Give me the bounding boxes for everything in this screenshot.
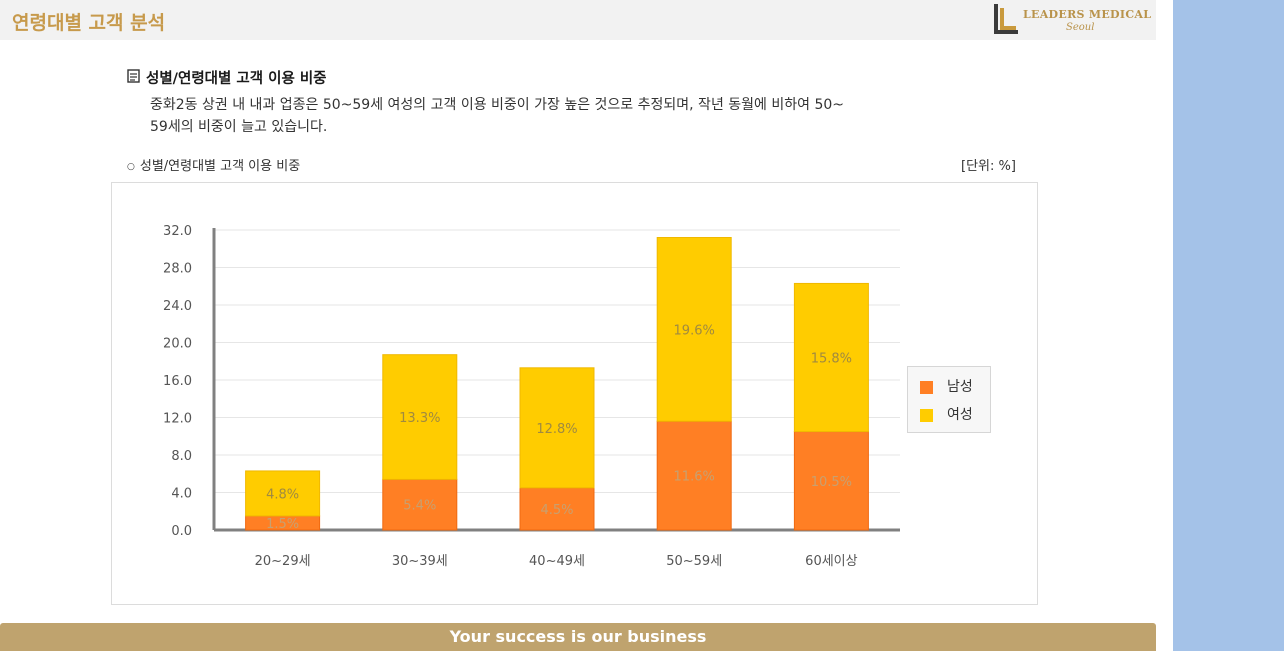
- data-label: 13.3%: [399, 411, 440, 426]
- unit-label: [단위: %]: [961, 159, 1016, 174]
- data-label: 5.4%: [403, 499, 436, 514]
- legend-item-female: 여성: [920, 404, 973, 424]
- header-bar: 연령대별 고객 분석 LEADERS MEDICAL Seoul: [0, 0, 1156, 40]
- bar-segment: [382, 478, 458, 531]
- page-title: 연령대별 고객 분석: [12, 12, 166, 34]
- y-tick-label: 16.0: [163, 374, 192, 389]
- x-tick-label: 40~49세: [529, 554, 585, 569]
- footer-slogan: Your success is our business: [449, 627, 707, 646]
- summary-line-1: 중화2동 상권 내 내과 업종은 50~59세 여성의 고객 이용 비중이 가장…: [150, 97, 844, 113]
- bullet-icon: ○: [127, 162, 135, 172]
- bar-segment: [519, 367, 595, 489]
- bar-segment: [245, 470, 321, 517]
- bar-segment: [793, 282, 869, 433]
- data-label: 1.5%: [266, 517, 299, 532]
- x-tick-label: 30~39세: [392, 554, 448, 569]
- data-label: 10.5%: [811, 475, 852, 490]
- chart-legend: 남성 여성: [907, 366, 991, 433]
- chart-caption-text: 성별/연령대별 고객 이용 비중: [139, 159, 301, 174]
- bar-segment: [382, 354, 458, 480]
- legend-label-male: 남성: [947, 379, 973, 395]
- side-panel: [1173, 0, 1284, 651]
- legend-label-female: 여성: [947, 407, 973, 423]
- logo-text: LEADERS MEDICAL: [1023, 8, 1152, 21]
- y-tick-label: 28.0: [163, 262, 192, 277]
- legend-swatch-female: [920, 408, 933, 422]
- bar-segment: [656, 420, 732, 531]
- legend-swatch-male: [920, 380, 933, 394]
- section-heading: 성별/연령대별 고객 이용 비중: [127, 67, 327, 88]
- legend-item-male: 남성: [920, 376, 973, 396]
- data-label: 12.8%: [536, 422, 577, 437]
- data-label: 4.8%: [266, 487, 299, 502]
- data-label: 15.8%: [811, 352, 852, 367]
- bar-segment: [656, 237, 732, 422]
- summary-line-2: 59세의 비중이 늘고 있습니다.: [150, 119, 328, 135]
- x-tick-label: 20~29세: [255, 554, 311, 569]
- bar-segment: [519, 487, 595, 531]
- y-tick-label: 20.0: [163, 337, 192, 352]
- y-tick-label: 12.0: [163, 412, 192, 427]
- logo-subtext: Seoul: [1066, 22, 1095, 33]
- footer-bar: Your success is our business: [0, 623, 1156, 651]
- y-tick-label: 24.0: [163, 299, 192, 314]
- stacked-bar-chart: 0.0 4.0 8.0 12.0 16.0 20.0 24.0 28.0 32.0 1.5% 4.8…: [163, 224, 900, 569]
- chart-caption: ○ 성별/연령대별 고객 이용 비중: [127, 155, 300, 174]
- x-tick-label: 60세이상: [805, 554, 857, 569]
- x-tick-label: 50~59세: [666, 554, 722, 569]
- data-label: 19.6%: [674, 323, 715, 338]
- chart-container: 0.0 4.0 8.0 12.0 16.0 20.0 24.0 28.0 32.0 1.5% 4.8…: [111, 182, 1038, 605]
- slide: 연령대별 고객 분석 LEADERS MEDICAL Seoul 성별/연령대별…: [0, 0, 1156, 651]
- data-label: 11.6%: [674, 470, 715, 485]
- y-tick-label: 4.0: [171, 487, 192, 502]
- summary-text: 중화2동 상권 내 내과 업종은 50~59세 여성의 고객 이용 비중이 가장…: [150, 94, 1020, 138]
- bar-segment: [793, 431, 869, 531]
- logo: LEADERS MEDICAL Seoul: [990, 2, 1152, 38]
- data-label: 4.5%: [540, 503, 573, 518]
- logo-mark-icon: [994, 4, 1018, 34]
- y-tick-label: 0.0: [171, 524, 192, 539]
- y-tick-label: 8.0: [171, 449, 192, 464]
- document-icon: [127, 69, 140, 87]
- section-heading-text: 성별/연령대별 고객 이용 비중: [146, 71, 327, 87]
- y-tick-label: 32.0: [163, 224, 192, 239]
